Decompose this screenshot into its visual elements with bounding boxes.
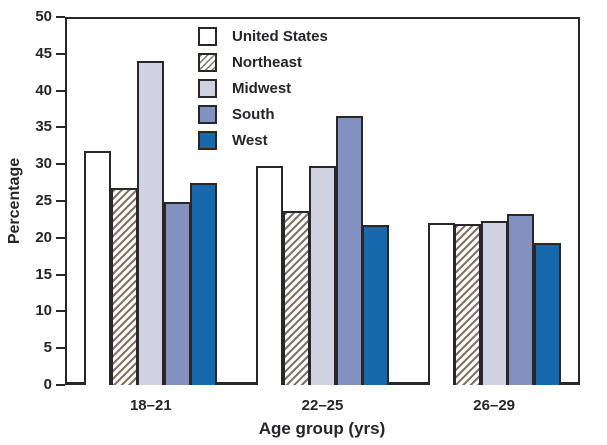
legend-item-south: South: [198, 101, 328, 127]
bar-northeast-26-29: [454, 223, 482, 385]
y-tick-label: 45: [35, 44, 52, 62]
legend-item-midwest: Midwest: [198, 75, 328, 101]
legend-item-west: West: [198, 127, 328, 153]
y-tick-mark: [56, 236, 65, 239]
y-tick-mark: [56, 200, 65, 202]
legend-item-northeast: Northeast: [198, 49, 328, 75]
bar-west-26-29: [533, 242, 561, 385]
bar-united-states-18-21: [84, 150, 112, 385]
y-tick-label: 15: [35, 265, 52, 283]
y-tick-label: 40: [35, 81, 52, 99]
bar-midwest-26-29: [480, 220, 508, 385]
y-tick-mark: [56, 347, 65, 350]
y-tick-label: 30: [35, 155, 52, 173]
legend-swatch-west: [198, 130, 217, 150]
x-tick-label: 22–25: [301, 397, 344, 414]
x-tick-label: 18–21: [129, 397, 172, 414]
bar-northeast-22-25: [282, 211, 310, 385]
y-tick-label: 35: [35, 118, 52, 136]
y-tick-label: 0: [43, 376, 52, 393]
y-tick-mark: [56, 273, 65, 276]
y-tick-mark: [56, 52, 65, 55]
y-tick-mark: [56, 310, 65, 313]
legend-label-west: West: [232, 131, 268, 149]
legend-label-midwest: Midwest: [232, 79, 292, 97]
x-axis-title: Age group (yrs): [258, 419, 386, 438]
legend: United States Northeast Midwest South West: [198, 23, 328, 153]
legend-swatch-south: [198, 104, 217, 124]
legend-label-south: South: [232, 105, 275, 123]
legend-swatch-northeast: [198, 52, 217, 72]
legend-label-northeast: Northeast: [232, 53, 303, 71]
bar-northeast-18-21: [110, 188, 138, 385]
y-tick-mark: [56, 89, 65, 92]
bar-south-26-29: [507, 213, 535, 385]
legend-swatch-united-states: [198, 26, 217, 46]
y-tick-label: 5: [43, 339, 52, 357]
y-tick-mark: [56, 126, 65, 129]
y-tick-mark: [56, 163, 65, 166]
y-tick-label: 10: [35, 302, 52, 320]
y-tick-label: 20: [35, 228, 52, 246]
bar-united-states-26-29: [427, 223, 455, 385]
y-tick-mark: [56, 384, 65, 386]
bar-west-22-25: [362, 224, 389, 385]
legend-swatch-midwest: [198, 78, 217, 98]
y-tick-label: 50: [35, 8, 52, 25]
legend-item-united-states: United States: [198, 23, 328, 49]
bar-south-22-25: [335, 116, 363, 385]
y-tick-mark: [56, 16, 65, 18]
bar-midwest-22-25: [309, 165, 336, 385]
bar-midwest-18-21: [137, 61, 165, 385]
x-tick-label: 26–29: [473, 397, 516, 414]
bar-south-18-21: [163, 202, 191, 385]
bar-west-18-21: [190, 182, 218, 385]
y-tick-label: 25: [35, 192, 52, 209]
legend-label-united-states: United States: [232, 27, 328, 45]
bar-united-states-22-25: [256, 166, 283, 385]
